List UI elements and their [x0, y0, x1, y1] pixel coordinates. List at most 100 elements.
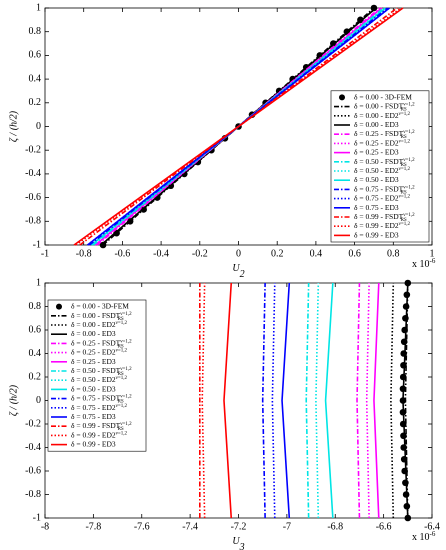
legend-label-name: δ = 0.25 - FSDT: [71, 338, 121, 347]
plot: -1 -0.8 -0.6 -0.4 -0.2 0 0.2 0.4 0.6 0.8 1 -1 -0.8 -0…: [8, 2, 436, 280]
y-tick-label: 0.2: [29, 97, 42, 108]
legend-label: δ = 0.75 - FSDTν=1,2 RS: [71, 393, 132, 404]
legend-label-sup: ν=1,2: [399, 111, 411, 116]
x-tick-label: -6.6: [376, 521, 392, 532]
legend-label: δ = 0.00 - ED3: [354, 120, 399, 129]
legend-label: δ = 0.25 - ED2ν=1,2: [71, 347, 127, 356]
x-axis-label-sub: 3: [239, 542, 245, 550]
legend-label: δ = 0.25 - FSDTν=1,2 RS: [71, 338, 132, 349]
data-line: [261, 282, 266, 519]
x-tick-label: -7.6: [134, 521, 150, 532]
legend-label-name: δ = 0.75 - FSDT: [354, 184, 404, 193]
x-tick-label: 0.6: [348, 248, 361, 259]
legend-label-sup: ν=1,2: [399, 167, 411, 172]
legend-label-name: δ = 0.25 - ED3: [71, 357, 116, 366]
legend-label-sup: ν=1,2: [120, 311, 132, 316]
legend-label: δ = 0.25 - ED3: [354, 147, 399, 156]
x-exponent: x 10-6: [412, 257, 436, 271]
x-tick-label: -6.4: [424, 521, 440, 532]
x-axis-label: U2: [232, 263, 244, 280]
legend-marker: [56, 303, 62, 310]
y-tick-label: 0.8: [29, 26, 42, 37]
legend-label-name: δ = 0.00 - ED2: [71, 320, 116, 329]
legend-label: δ = 0.00 - 3D-FEM: [71, 301, 129, 310]
data-line: [365, 282, 370, 519]
y-tick-label: 0.2: [29, 371, 42, 382]
legend-label-sup: ν=1,2: [399, 222, 411, 227]
legend-label-name: δ = 0.75 - FSDT: [71, 393, 121, 402]
y-tick-label: -0.2: [25, 144, 41, 155]
legend-label: δ = 0.50 - ED3: [71, 384, 116, 393]
legend-label-name: δ = 0.00 - FSDT: [71, 311, 121, 320]
legend-label-sup: ν=1,2: [116, 431, 128, 436]
legend-label-name: δ = 0.00 - ED2: [354, 111, 399, 120]
legend-label: δ = 0.99 - ED3: [71, 439, 116, 448]
legend-label-sup: ν=1,2: [116, 321, 128, 326]
x-tick-label: -0.6: [114, 248, 130, 259]
x-multiplier: x 10: [412, 259, 430, 270]
legend-label-sup: ν=1,2: [403, 185, 415, 190]
x-tick-label: -7: [283, 521, 291, 532]
legend-label-sup: ν=1,2: [116, 376, 128, 381]
x-multiplier: x 10: [412, 532, 430, 543]
y-tick-label: -0.4: [25, 442, 41, 453]
y-tick-label: 0.6: [29, 50, 42, 61]
legend-label: δ = 0.75 - ED3: [354, 203, 399, 212]
x-tick-label: -1: [41, 248, 49, 259]
legend-label: δ = 0.00 - 3D-FEM: [354, 92, 412, 101]
legend-label-name: δ = 0.00 - 3D-FEM: [71, 301, 129, 310]
legend-label-name: δ = 0.75 - ED2: [354, 193, 399, 202]
y-tick-label: -0.8: [25, 489, 41, 500]
legend-label-name: δ = 0.00 - ED3: [71, 329, 116, 338]
data-line: [324, 282, 334, 519]
legend-label-sup: ν=1,2: [116, 348, 128, 353]
legend-label-name: δ = 0.25 - ED3: [354, 147, 399, 156]
legend-label-name: δ = 0.00 - 3D-FEM: [354, 92, 412, 101]
x-tick-label: 1: [430, 248, 435, 259]
y-tick-label: 1: [36, 2, 41, 13]
x-exponent: x 10-6: [412, 530, 436, 544]
data-line: [315, 282, 320, 519]
legend-label-sup: ν=1,2: [116, 403, 128, 408]
legend-label-sup: ν=1,2: [120, 367, 132, 372]
legend-label-name: δ = 0.50 - ED3: [354, 175, 399, 184]
legend-label-sup: ν=1,2: [399, 194, 411, 199]
legend-label-name: δ = 0.75 - ED3: [71, 412, 116, 421]
legend-label: δ = 0.00 - ED3: [71, 329, 116, 338]
legend-label-sub: RS: [401, 135, 407, 140]
x-tick-label: -7.8: [85, 521, 101, 532]
legend-label-name: δ = 0.50 - ED3: [71, 384, 116, 393]
data-line: [281, 282, 291, 519]
legend-label: δ = 0.25 - ED3: [71, 357, 116, 366]
legend-label: δ = 0.99 - FSDTν=1,2 RS: [71, 421, 132, 432]
legend-label-sub: RS: [401, 162, 407, 167]
legend-label-name: δ = 0.25 - ED2: [354, 138, 399, 147]
y-tick-label: 0.8: [29, 301, 42, 312]
legend-label-sup: ν=1,2: [399, 139, 411, 144]
data-line: [96, 7, 381, 246]
legend-label-name: δ = 0.99 - ED3: [354, 230, 399, 239]
legend-label: δ = 0.75 - ED2ν=1,2: [354, 193, 410, 202]
legend-label: δ = 0.99 - ED3: [354, 230, 399, 239]
legend-label-name: δ = 0.75 - ED3: [354, 203, 399, 212]
legend-label-sup: ν=1,2: [403, 130, 415, 135]
legend-label-name: δ = 0.50 - ED2: [71, 375, 116, 384]
legend-label-name: δ = 0.75 - ED2: [71, 403, 116, 412]
y-tick-label: 0.6: [29, 324, 42, 335]
legend-label-name: δ = 0.00 - ED3: [354, 120, 399, 129]
data-line: [271, 282, 276, 519]
x-tick-label: -0.4: [153, 248, 169, 259]
legend-label-sub: RS: [118, 399, 124, 404]
x-tick-label: 0.4: [310, 248, 323, 259]
legend-label-name: δ = 0.25 - FSDT: [354, 129, 404, 138]
legend-label-name: δ = 0.50 - FSDT: [354, 157, 404, 166]
legend-label: δ = 0.75 - ED3: [71, 412, 116, 421]
legend-label: δ = 0.75 - FSDTν=1,2 RS: [354, 184, 415, 195]
legend-label-sup: ν=1,2: [403, 213, 415, 218]
data-line: [92, 7, 385, 246]
legend-label-sup: ν=1,2: [120, 422, 132, 427]
y-tick-label: -0.4: [25, 168, 41, 179]
x-exponent-power: -6: [430, 530, 436, 538]
